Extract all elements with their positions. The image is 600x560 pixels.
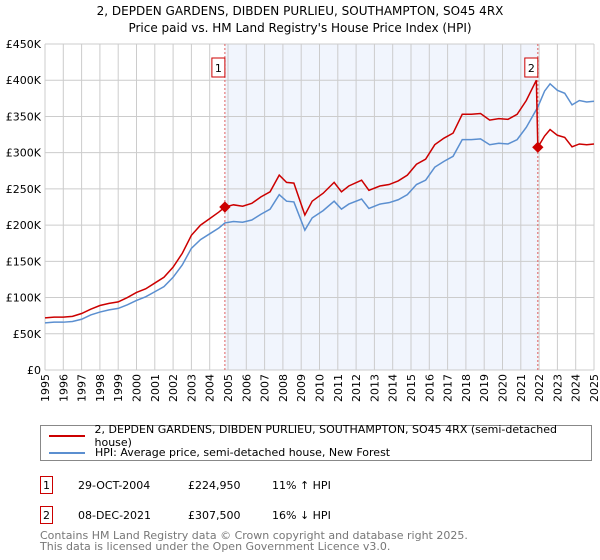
y-tick-label: £50K (13, 328, 42, 341)
x-tick-label: 2019 (478, 374, 491, 402)
chart-subtitle: Price paid vs. HM Land Registry's House … (128, 21, 471, 35)
x-tick-label: 2018 (460, 374, 473, 402)
sale-badge: 2 (40, 506, 53, 524)
y-tick-label: £0 (27, 364, 41, 377)
x-tick-label: 2023 (551, 374, 564, 402)
footer-licence: This data is licensed under the Open Gov… (40, 540, 391, 553)
sale-badge: 1 (40, 476, 53, 494)
y-tick-label: £350K (6, 110, 42, 123)
legend-swatch-blue (49, 451, 85, 454)
x-tick-label: 2005 (222, 374, 235, 402)
hpi-line (44, 82, 595, 324)
x-tick-label: 2000 (131, 374, 144, 402)
y-tick-label: £200K (6, 219, 42, 232)
x-tick-label: 2016 (423, 374, 436, 402)
x-tick-label: 1996 (57, 374, 70, 402)
x-tick-label: 2012 (350, 374, 363, 402)
x-tick-label: 2001 (149, 374, 162, 402)
x-tick-label: 2011 (332, 374, 345, 402)
y-tick-label: £450K (6, 38, 42, 51)
x-tick-label: 1999 (112, 374, 125, 402)
sale-row-1: 1 29-OCT-2004 £224,950 11% ↑ HPI (40, 476, 331, 494)
x-tick-label: 2003 (185, 374, 198, 402)
sale-label-box (211, 57, 226, 78)
sale-hpi-diff: 11% ↑ HPI (272, 478, 331, 492)
sale-date: 08-DEC-2021 (78, 508, 152, 522)
y-tick-label: £250K (6, 183, 42, 196)
sale-label: 2 (528, 62, 535, 75)
x-tick-label: 2002 (167, 374, 180, 402)
chart-title: 2, DEPDEN GARDENS, DIBDEN PURLIEU, SOUTH… (97, 4, 504, 18)
x-tick-label: 1998 (94, 374, 107, 402)
x-tick-label: 2009 (295, 374, 308, 402)
x-tick-label: 2021 (515, 374, 528, 402)
footer: Contains HM Land Registry data © Crown c… (40, 530, 468, 552)
x-tick-label: 2004 (204, 374, 217, 402)
legend-item-property: 2, DEPDEN GARDENS, DIBDEN PURLIEU, SOUTH… (41, 423, 591, 449)
property-price-line (44, 79, 595, 319)
y-tick-label: £100K (6, 292, 42, 305)
sale-hpi-diff: 16% ↓ HPI (272, 508, 331, 522)
legend-swatch-red (49, 434, 85, 437)
x-tick-label: 2022 (533, 374, 546, 402)
x-tick-label: 2006 (240, 374, 253, 402)
y-tick-label: £150K (6, 255, 42, 268)
x-tick-label: 2024 (570, 374, 583, 402)
sale-date: 29-OCT-2004 (78, 478, 151, 492)
x-tick-label: 2013 (368, 374, 381, 402)
sale-label-box (524, 57, 539, 78)
legend: 2, DEPDEN GARDENS, DIBDEN PURLIEU, SOUTH… (40, 423, 592, 461)
x-tick-label: 2020 (497, 374, 510, 402)
footer-copyright: Contains HM Land Registry data © Crown c… (40, 529, 468, 542)
y-tick-label: £400K (6, 74, 42, 87)
x-tick-label: 2010 (314, 374, 327, 402)
sale-price: £224,950 (188, 478, 241, 492)
x-tick-label: 2008 (277, 374, 290, 402)
x-tick-label: 2007 (259, 374, 272, 402)
x-tick-label: 2015 (405, 374, 418, 402)
shaded-period (224, 44, 538, 370)
y-tick-label: £300K (6, 147, 42, 160)
x-tick-label: 1995 (39, 374, 52, 402)
sale-row-2: 2 08-DEC-2021 £307,500 16% ↓ HPI (40, 506, 331, 524)
price-chart: 2, DEPDEN GARDENS, DIBDEN PURLIEU, SOUTH… (6, 4, 600, 402)
sale-label: 1 (215, 62, 222, 75)
x-tick-label: 2025 (588, 374, 600, 402)
x-tick-label: 1997 (76, 374, 89, 402)
sale-point (532, 141, 544, 153)
x-tick-label: 2014 (387, 374, 400, 402)
legend-item-hpi: HPI: Average price, semi-detached house,… (41, 444, 591, 461)
legend-label: 2, DEPDEN GARDENS, DIBDEN PURLIEU, SOUTH… (94, 422, 557, 449)
x-tick-label: 2017 (442, 374, 455, 402)
sale-price: £307,500 (188, 508, 241, 522)
legend-label: HPI: Average price, semi-detached house,… (95, 446, 391, 459)
